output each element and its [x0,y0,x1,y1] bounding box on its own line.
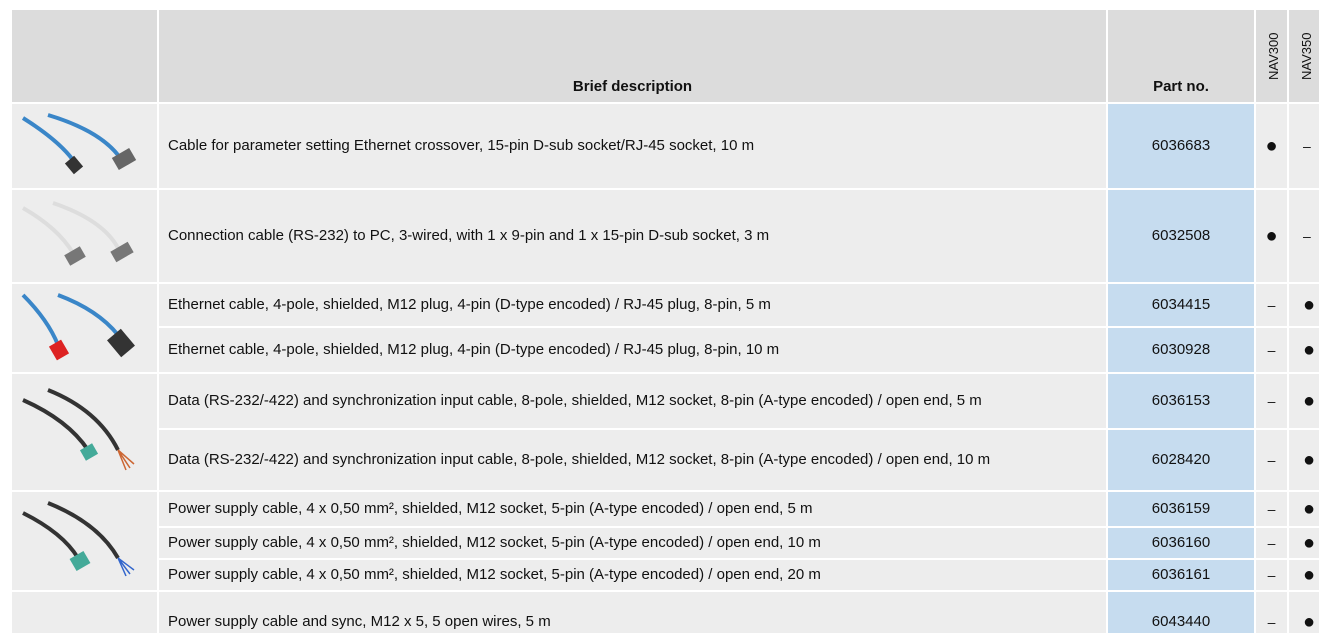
part-number: 6036160 [1108,528,1254,558]
part-number: 6032508 [1108,190,1254,282]
part-number: 6036153 [1108,374,1254,428]
nav300-mark: – [1256,528,1287,558]
part-number: 6030928 [1108,328,1254,372]
part-number: 6028420 [1108,430,1254,490]
part-number: 6036159 [1108,492,1254,526]
nav300-mark: – [1256,328,1287,372]
description: Power supply cable, 4 x 0,50 mm², shield… [159,560,1106,590]
nav350-mark: ● [1289,328,1319,372]
header-nav300: NAV300 [1266,32,1281,80]
header-part-no: Part no. [1108,10,1254,102]
description: Ethernet cable, 4-pole, shielded, M12 pl… [159,328,1106,372]
description: Data (RS-232/-422) and synchronization i… [159,430,1106,490]
part-number: 6036161 [1108,560,1254,590]
cable-image [21,293,135,361]
header-description: Brief description [159,10,1106,102]
image-cell [12,592,157,633]
nav350-mark: ● [1289,592,1319,633]
part-number: 6043440 [1108,592,1254,633]
image-cell [12,492,157,590]
nav300-mark: – [1256,430,1287,490]
nav350-mark: ● [1289,430,1319,490]
nav350-mark: ● [1289,284,1319,326]
image-cell [12,284,157,372]
nav350-mark: – [1289,104,1319,188]
cable-image [22,388,135,471]
part-number: 6036683 [1108,104,1254,188]
image-cell [12,374,157,490]
nav350-mark: – [1289,190,1319,282]
nav300-mark: – [1256,560,1287,590]
description: Connection cable (RS-232) to PC, 3-wired… [159,190,1106,282]
nav300-mark: – [1256,284,1287,326]
description: Cable for parameter setting Ethernet cro… [159,104,1106,188]
header-image-cell [12,10,157,102]
cable-image [22,201,134,266]
cable-image [22,501,135,577]
nav350-mark: ● [1289,492,1319,526]
description: Power supply cable, 4 x 0,50 mm², shield… [159,528,1106,558]
description: Data (RS-232/-422) and synchronization i… [159,374,1106,428]
nav350-mark: ● [1289,374,1319,428]
description: Ethernet cable, 4-pole, shielded, M12 pl… [159,284,1106,326]
image-cell [12,190,157,282]
nav300-mark: – [1256,592,1287,633]
nav300-mark: ● [1256,190,1287,282]
nav350-mark: ● [1289,560,1319,590]
header-nav350: NAV350 [1299,32,1314,80]
header-nav300-cell: NAV300 [1256,10,1287,102]
nav300-mark: – [1256,374,1287,428]
cable-image [21,113,137,175]
nav300-mark: – [1256,492,1287,526]
nav300-mark: ● [1256,104,1287,188]
description: Power supply cable and sync, M12 x 5, 5 … [159,592,1106,633]
description: Power supply cable, 4 x 0,50 mm², shield… [159,492,1106,526]
header-nav350-cell: NAV350 [1289,10,1319,102]
image-cell [12,104,157,188]
part-number: 6034415 [1108,284,1254,326]
nav350-mark: ● [1289,528,1319,558]
